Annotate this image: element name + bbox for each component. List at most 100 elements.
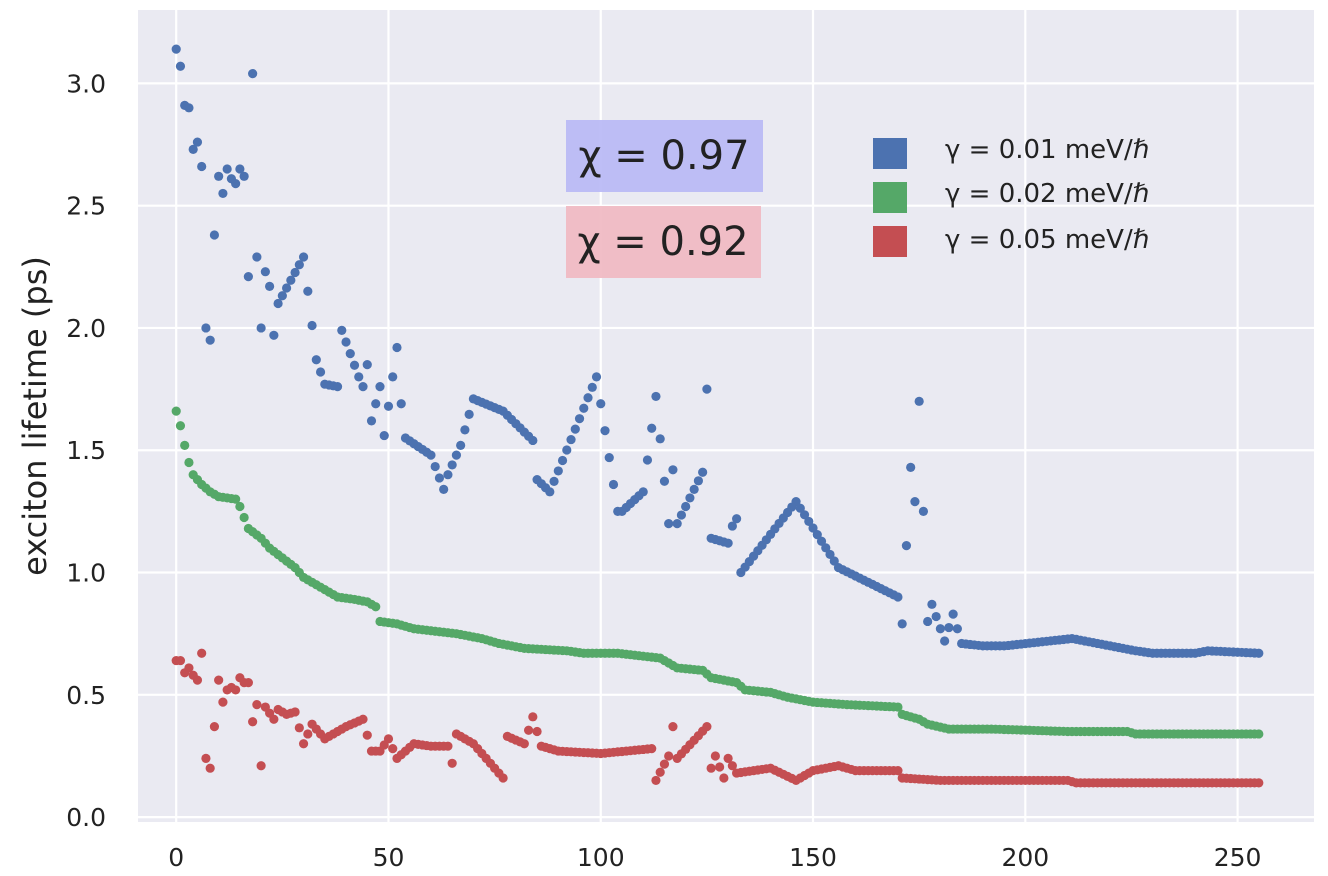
data-point [175,61,186,71]
data-point [260,267,270,277]
data-point [171,406,181,416]
data-point [727,521,737,531]
data-point [1254,778,1264,788]
y-tick-label: 0.0 [66,803,106,832]
data-point [719,773,729,783]
data-point [277,291,287,301]
data-point [651,775,661,786]
data-point [923,616,933,627]
data-point [528,435,538,446]
data-point [345,349,355,359]
data-point [664,751,674,761]
data-point [545,487,555,497]
data-point [222,164,232,174]
data-point [205,763,215,773]
y-axis-label: exciton lifetime (ps) [16,256,54,576]
data-point [647,423,657,433]
data-point [218,188,228,199]
y-tick-label: 3.0 [66,69,106,98]
data-point [290,267,300,278]
data-point [591,372,602,382]
data-point [523,725,534,735]
data-point [311,355,321,365]
x-tick-label: 200 [1001,843,1049,872]
data-point [209,722,220,732]
data-point [460,425,470,435]
data-point [388,744,398,754]
data-point [732,514,742,524]
data-point [303,286,313,296]
data-point [354,372,364,382]
data-point [341,337,351,347]
data-point [303,729,313,739]
data-point [231,685,241,695]
data-point [256,761,266,771]
data-point [647,744,657,754]
data-points [171,44,1264,788]
data-point [808,523,818,533]
data-point [931,611,941,622]
data-point [587,382,597,392]
data-point [804,516,814,527]
x-tick-label: 250 [1214,843,1262,872]
data-point [231,179,241,189]
data-point [698,467,708,477]
data-point [638,487,648,497]
data-point [388,372,398,382]
data-point [366,416,377,426]
data-point [197,161,207,172]
data-point [239,512,249,523]
data-point [795,503,805,513]
data-point [702,384,712,394]
data-point [269,330,279,340]
data-point [893,702,903,712]
data-point [214,171,224,181]
data-point [451,450,462,460]
data-point [315,367,326,377]
data-point [672,519,682,529]
data-point [379,430,389,441]
data-point [952,624,962,634]
annotation-chi-097: χ = 0.97 [566,120,763,192]
data-point [175,655,186,666]
data-point [893,766,903,776]
data-point [821,543,831,553]
data-point [689,484,699,494]
data-point [799,510,810,520]
data-point [184,103,194,113]
x-tick-label: 150 [789,843,837,872]
data-point [1254,648,1264,658]
data-point [579,403,589,413]
data-point [269,714,279,724]
data-point [914,396,924,406]
data-point [693,476,704,486]
annotation-text: χ = 0.97 [578,133,749,179]
data-point [349,360,360,370]
annotation-chi-092: χ = 0.92 [566,206,761,278]
data-point [205,335,215,345]
data-point [935,624,945,634]
data-point [549,476,559,486]
data-point [248,717,258,727]
data-point [175,421,186,431]
x-tick-labels: 0 50 100 150 200 250 [168,843,1261,872]
data-point [910,497,920,507]
data-point [651,391,661,402]
data-point [685,493,695,503]
data-point [231,494,241,504]
data-point [608,479,619,490]
data-point [897,619,907,629]
data-point [642,455,653,465]
data-point [201,323,211,333]
data-point [298,739,309,749]
data-point [286,275,296,285]
data-point [188,144,198,155]
data-point [192,137,203,147]
data-point [214,675,224,685]
data-point [362,360,372,370]
y-tick-label: 2.0 [66,314,106,343]
data-point [706,763,716,773]
grid-lines [138,10,1314,822]
data-point [180,440,190,450]
data-point [192,675,203,685]
